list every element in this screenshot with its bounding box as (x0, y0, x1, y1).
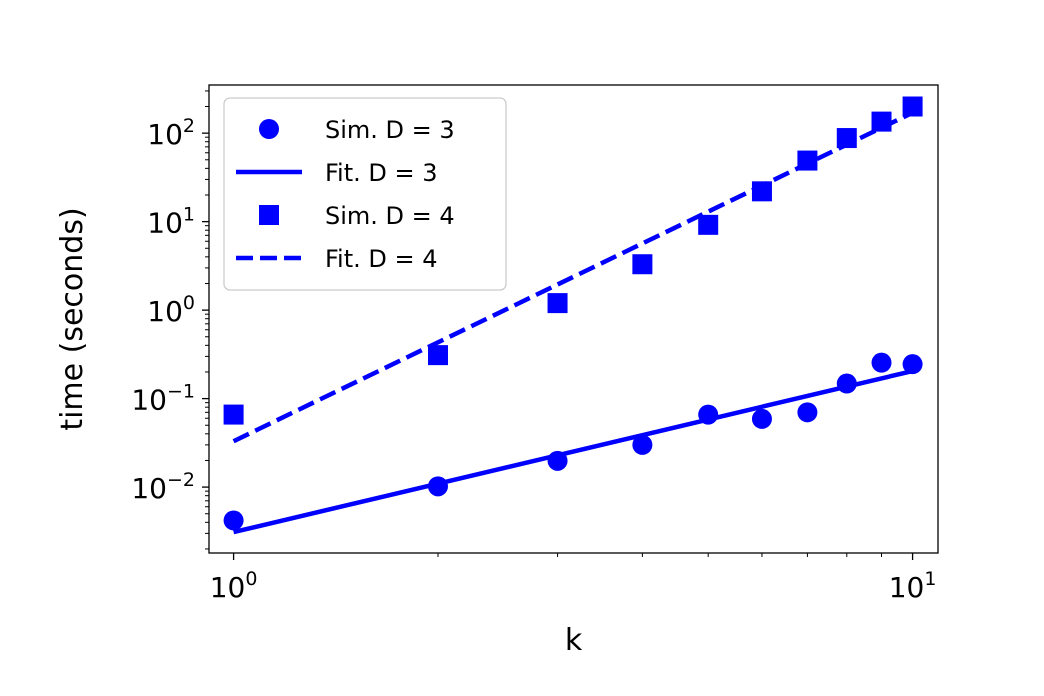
y-tick-label: 10−2 (131, 469, 195, 505)
x-axis-label: k (565, 623, 583, 658)
legend-label: Fit. D = 3 (325, 159, 438, 187)
y-axis-label: time (seconds) (55, 207, 90, 430)
series-layer (223, 96, 923, 535)
data-point-circle (632, 434, 653, 455)
legend-square-swatch (259, 205, 279, 225)
y-tick-label: 10−1 (131, 381, 195, 417)
legend: Sim. D = 3 Fit. D = 3 Sim. D = 4 Fit. D = 4 (223, 97, 507, 291)
data-point-circle (797, 402, 818, 423)
y-tick-label: 100 (147, 292, 195, 328)
legend-label: Fit. D = 4 (325, 245, 438, 273)
axes-layer: 100 101 10−2 10−1 100 101 102 (131, 90, 937, 604)
data-point-circle (751, 408, 772, 429)
fit-line (232, 110, 914, 444)
data-point-square (871, 111, 892, 132)
legend-circle-swatch (259, 119, 279, 139)
data-point-square (547, 293, 568, 314)
data-point-circle (871, 352, 892, 373)
data-point-circle (902, 354, 923, 375)
data-point-square (427, 345, 448, 366)
x-tick-label: 100 (210, 568, 258, 604)
data-point-square (698, 214, 719, 235)
plot-frame (208, 84, 939, 554)
legend-label: Sim. D = 4 (325, 202, 455, 230)
data-point-square (223, 404, 244, 425)
legend-box (223, 97, 507, 291)
data-point-square (902, 96, 923, 117)
legend-label: Sim. D = 3 (325, 116, 455, 144)
data-point-circle (223, 510, 244, 531)
y-tick-label: 101 (147, 204, 195, 240)
data-point-square (632, 254, 653, 275)
y-tick-label: 102 (147, 115, 195, 151)
fit-line (233, 368, 914, 535)
x-tick-label: 101 (889, 568, 937, 604)
